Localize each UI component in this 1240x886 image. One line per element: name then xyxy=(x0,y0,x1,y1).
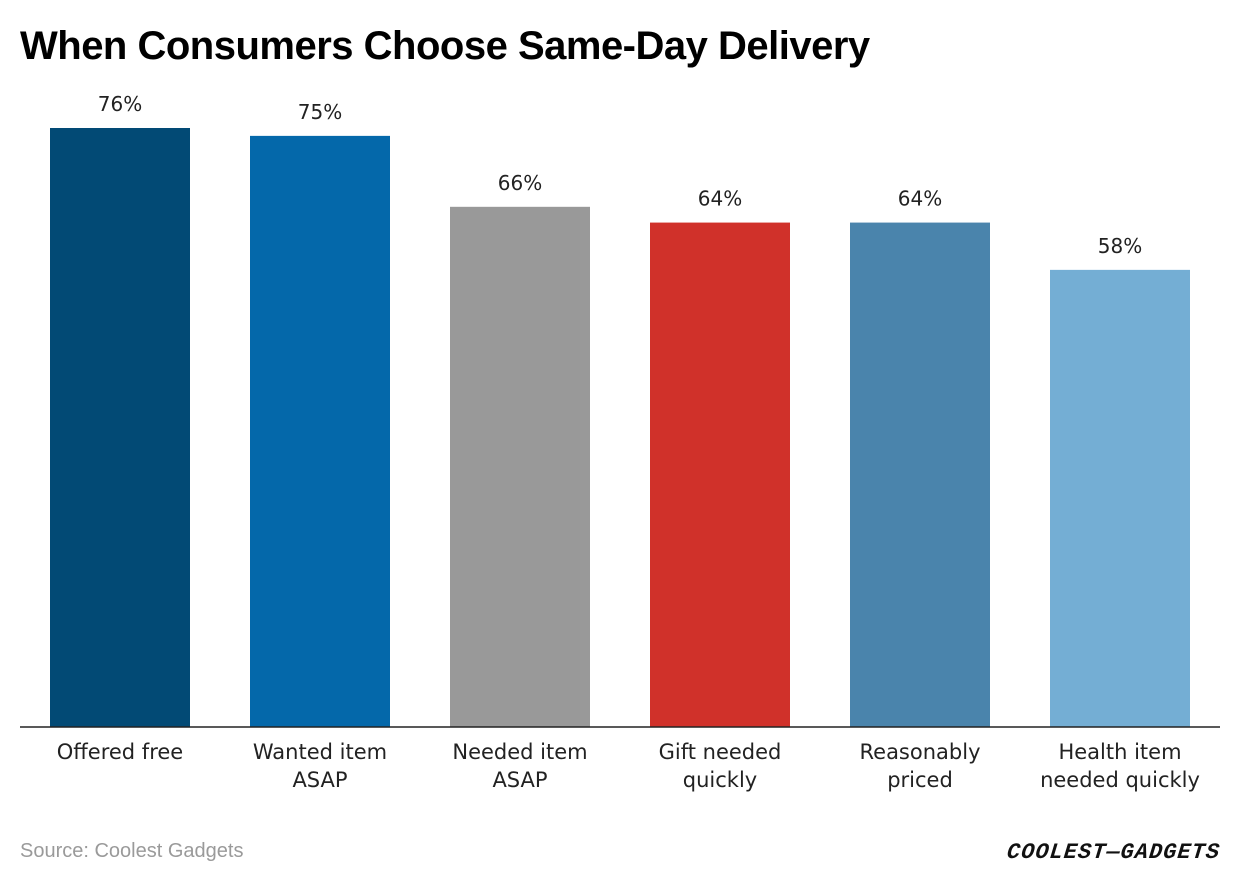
category-label-line: needed quickly xyxy=(1040,768,1200,792)
bar-4 xyxy=(850,222,990,727)
bar-1 xyxy=(250,135,390,727)
value-label-2: 66% xyxy=(498,171,542,195)
bar-0 xyxy=(50,128,190,727)
category-label-1: Wanted item ASAP xyxy=(253,740,387,792)
category-label-2: Needed item ASAP xyxy=(452,740,587,792)
bar-3 xyxy=(650,222,790,727)
category-label-line: Needed item xyxy=(452,740,587,764)
category-label-line: Reasonably xyxy=(860,740,981,764)
value-label-1: 75% xyxy=(298,100,342,124)
category-label-0: Offered free xyxy=(57,740,183,764)
category-label-line: ASAP xyxy=(292,768,347,792)
labels-layer: 76% Offered free 75% Wanted item ASAP 66% Need… xyxy=(57,92,1200,792)
coolest-gadgets-logo: COOLEST—GADGETS xyxy=(1005,840,1222,865)
value-label-4: 64% xyxy=(898,187,942,211)
category-label-line: Offered free xyxy=(57,740,183,764)
category-label-line: ASAP xyxy=(492,768,547,792)
value-label-0: 76% xyxy=(98,92,142,116)
category-label-3: Gift needed quickly xyxy=(659,740,782,792)
bar-2 xyxy=(450,206,590,727)
bar-5 xyxy=(1050,269,1190,727)
category-label-line: Health item xyxy=(1058,740,1181,764)
category-label-line: quickly xyxy=(683,768,757,792)
source-note: Source: Coolest Gadgets xyxy=(20,840,244,862)
chart-title: When Consumers Choose Same-Day Delivery xyxy=(20,24,870,68)
category-label-line: Gift needed xyxy=(659,740,782,764)
bars-layer xyxy=(50,128,1190,727)
category-label-line: Wanted item xyxy=(253,740,387,764)
category-label-5: Health item needed quickly xyxy=(1040,740,1200,792)
category-label-4: Reasonably priced xyxy=(860,740,981,792)
value-label-5: 58% xyxy=(1098,234,1142,258)
value-label-3: 64% xyxy=(698,187,742,211)
category-label-line: priced xyxy=(887,768,953,792)
